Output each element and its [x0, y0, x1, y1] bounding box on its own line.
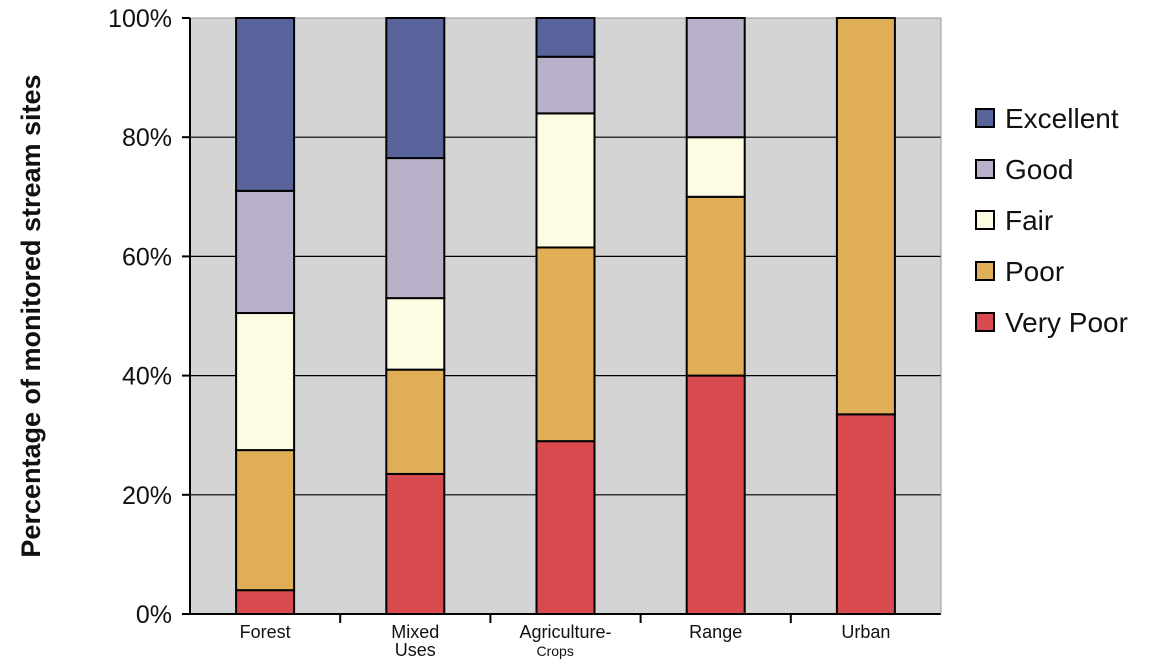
- legend-swatch: [975, 312, 995, 332]
- x-tick-label: Mixed: [391, 622, 439, 642]
- legend-label: Excellent: [1005, 103, 1119, 134]
- axes: [189, 18, 942, 615]
- legend: Excellent Good Fair Poor Very Poor: [975, 103, 1128, 338]
- bar-segment: [685, 136, 746, 198]
- legend-label: Very Poor: [1005, 307, 1128, 338]
- y-tick-label: 80%: [122, 124, 172, 152]
- x-tick-label-line2: Crops: [537, 643, 574, 659]
- bar-segment: [235, 312, 296, 452]
- bars: [235, 17, 896, 615]
- bar-segment: [235, 17, 296, 192]
- bar-segment: [385, 17, 446, 160]
- bar-segment: [385, 368, 446, 475]
- x-tick-label: Range: [689, 622, 742, 642]
- bar-segment: [385, 157, 446, 300]
- legend-swatch: [975, 210, 995, 230]
- legend-label: Fair: [1005, 205, 1053, 236]
- bar-segment: [535, 246, 596, 443]
- bar-segment: [235, 449, 296, 592]
- bar-segment: [685, 374, 746, 615]
- bar-segment: [685, 17, 746, 139]
- bar-segment: [385, 472, 446, 615]
- legend-item: Good: [975, 154, 1074, 185]
- y-tick-labels: 0% 20% 40% 60% 80% 100%: [108, 5, 190, 629]
- x-tick-label: Urban: [841, 622, 890, 642]
- bar-segment: [685, 195, 746, 377]
- y-tick-label: 100%: [108, 5, 172, 33]
- legend-item: Excellent: [975, 103, 1119, 134]
- x-tick-label: Forest: [240, 622, 291, 642]
- legend-label: Poor: [1005, 256, 1064, 287]
- legend-item: Poor: [975, 256, 1064, 287]
- bar-segment: [235, 189, 296, 315]
- legend-label: Good: [1005, 154, 1074, 185]
- bar-segment: [535, 112, 596, 249]
- legend-item: Very Poor: [975, 307, 1128, 338]
- x-tick-label-line2: Uses: [395, 640, 436, 660]
- y-tick-label: 20%: [122, 482, 172, 510]
- bar-segment: [535, 440, 596, 615]
- y-tick-label: 0%: [136, 601, 172, 629]
- y-axis-label: Percentage of monitored stream sites: [16, 74, 46, 557]
- legend-swatch: [975, 108, 995, 128]
- legend-swatch: [975, 261, 995, 281]
- x-tick-label: Agriculture-: [519, 622, 611, 642]
- bar-segment: [835, 17, 896, 416]
- bar-segment: [535, 17, 596, 58]
- y-tick-label: 40%: [122, 363, 172, 391]
- bar-segment: [835, 413, 896, 615]
- bar-segment: [385, 297, 446, 371]
- legend-item: Fair: [975, 205, 1053, 236]
- y-tick-label: 60%: [122, 243, 172, 271]
- legend-swatch: [975, 159, 995, 179]
- bar-segment: [235, 589, 296, 615]
- bar-segment: [535, 55, 596, 115]
